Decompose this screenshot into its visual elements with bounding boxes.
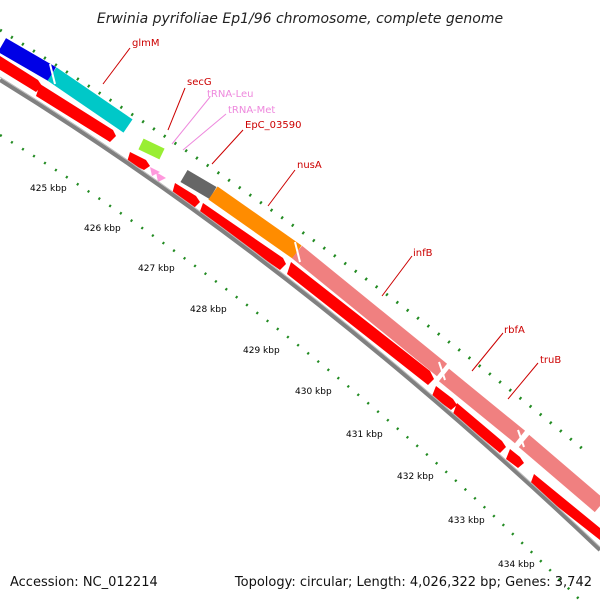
forward-genes	[0, 38, 600, 513]
cds-arrow[interactable]	[432, 386, 457, 410]
gene-cyan[interactable]	[47, 67, 133, 133]
gene-label-nusA[interactable]: nusA	[297, 160, 322, 171]
map-title: Erwinia pyrifoliae Ep1/96 chromosome, co…	[97, 11, 503, 27]
gene-label-glmM[interactable]: glmM	[132, 38, 160, 49]
cds-arrow[interactable]	[0, 56, 42, 92]
gene-label-secG[interactable]: secG	[187, 77, 212, 88]
tick-label: 426 kbp	[84, 224, 121, 234]
cds-arrow[interactable]	[453, 403, 506, 453]
cds-arrow[interactable]	[530, 474, 600, 540]
gene-label-rbfA[interactable]: rbfA	[504, 325, 525, 336]
gene-label-truB[interactable]: truB	[540, 355, 561, 366]
gene-labels: glmM secG tRNA-Leu tRNA-Met EpC_03590 nu…	[132, 38, 561, 366]
cds-track	[0, 56, 600, 540]
tick-label: 431 kbp	[346, 430, 383, 440]
genome-summary: Topology: circular; Length: 4,026,322 bp…	[234, 575, 592, 590]
tick-label: 429 kbp	[243, 346, 280, 356]
gene-label-infB[interactable]: infB	[413, 248, 433, 259]
genome-backbone	[0, 78, 600, 552]
tick-label: 430 kbp	[295, 387, 332, 397]
gene-EpC_03590[interactable]	[180, 169, 217, 200]
gene-rbfA[interactable]	[438, 368, 526, 444]
gene-truB[interactable]	[518, 434, 600, 513]
gene-label-EpC_03590[interactable]: EpC_03590	[245, 120, 301, 131]
label-leaders	[102, 47, 539, 400]
tick-label: 433 kbp	[448, 516, 485, 526]
accession-text: Accession: NC_012214	[10, 575, 158, 590]
cds-arrow[interactable]	[199, 203, 286, 270]
cds-arrow[interactable]	[172, 183, 200, 208]
cds-arrow[interactable]	[287, 262, 434, 385]
gene-label-tRNA-Leu[interactable]: tRNA-Leu	[207, 89, 253, 100]
kbp-labels: 425 kbp 426 kbp 427 kbp 428 kbp 429 kbp …	[30, 184, 535, 570]
tick-label: 425 kbp	[30, 184, 67, 194]
cds-arrow[interactable]	[506, 449, 524, 468]
gene-infB[interactable]	[291, 245, 448, 377]
tick-label: 427 kbp	[138, 264, 175, 274]
gene-nusA[interactable]	[208, 186, 302, 259]
cds-arrow[interactable]	[36, 84, 116, 142]
cds-arrow[interactable]	[127, 152, 150, 170]
tick-label: 434 kbp	[498, 560, 535, 570]
tRNA-Leu-marker[interactable]	[150, 167, 160, 176]
tRNA-Met-marker[interactable]	[156, 172, 166, 182]
gene-secG[interactable]	[138, 138, 165, 160]
kbp-ruler	[0, 133, 581, 600]
tick-label: 432 kbp	[397, 472, 434, 482]
gene-label-tRNA-Met[interactable]: tRNA-Met	[228, 105, 275, 116]
tick-label: 428 kbp	[190, 305, 227, 315]
gene-glmM[interactable]	[0, 38, 57, 81]
